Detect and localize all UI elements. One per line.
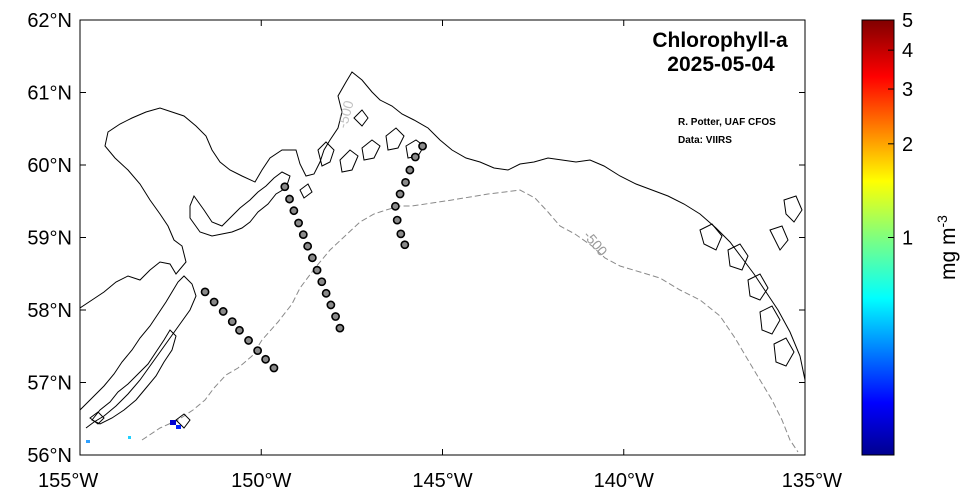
- station-marker: [335, 323, 345, 333]
- isobath-500m-line: [141, 189, 799, 453]
- coastline-southeast-alaska: [699, 195, 803, 367]
- station-marker: [312, 265, 322, 275]
- station-marker: [244, 336, 253, 345]
- lon-tick-label: 155°W: [38, 470, 98, 492]
- station-marker: [390, 201, 400, 211]
- chlorophyll-patch: [128, 436, 131, 439]
- lon-tick-label: 145°W: [412, 470, 472, 492]
- map-frame: [79, 19, 806, 456]
- station-marker: [317, 277, 327, 287]
- colorbar-tick-label: 1: [902, 228, 913, 250]
- colorbar-tick-label: 3: [902, 79, 913, 101]
- station-marker: [396, 229, 406, 239]
- lat-tick-label: 62°N: [27, 10, 72, 32]
- colorbar-tick-label: 5: [902, 10, 913, 32]
- latitude-axis: 62°N 61°N 60°N 59°N 58°N 57°N 56°N: [27, 10, 805, 467]
- colorbar-ticks: 5 4 3 2 1: [888, 10, 913, 250]
- station-marker: [235, 325, 244, 335]
- lat-tick-label: 58°N: [27, 300, 72, 322]
- station-marker: [289, 206, 299, 216]
- lat-tick-label: 61°N: [27, 83, 72, 105]
- station-marker: [326, 300, 336, 310]
- coastline-alaska-peninsula: [80, 275, 197, 429]
- station-marker: [395, 189, 405, 199]
- colorbar-tick-label: 4: [902, 40, 913, 62]
- station-markers: [200, 141, 427, 373]
- map-title: Chlorophyll-a: [652, 29, 788, 52]
- station-marker: [298, 230, 308, 239]
- lat-tick-label: 56°N: [27, 445, 72, 467]
- station-marker: [294, 218, 303, 228]
- station-marker: [410, 152, 420, 162]
- station-marker: [261, 354, 270, 364]
- station-marker: [218, 307, 228, 316]
- station-marker: [227, 317, 237, 326]
- lon-tick-label: 135°W: [782, 470, 842, 492]
- station-marker: [209, 297, 219, 307]
- station-marker: [303, 241, 313, 251]
- station-marker: [321, 288, 331, 298]
- station-marker: [307, 253, 317, 263]
- station-marker: [200, 287, 210, 297]
- credit-author: R. Potter, UAF CFOS: [678, 117, 776, 128]
- credit-data-source: Data: VIIRS: [678, 135, 732, 146]
- lon-tick-label: 150°W: [231, 470, 291, 492]
- station-marker: [400, 240, 410, 250]
- coastline-prince-william-sound: [299, 109, 425, 199]
- colorbar-tick-label: 2: [902, 134, 913, 156]
- station-marker: [285, 194, 294, 204]
- isobath-label-faint: -500: [334, 98, 357, 129]
- lat-tick-label: 57°N: [27, 373, 72, 395]
- coastline-kodiak: [91, 329, 177, 425]
- station-marker: [253, 346, 263, 355]
- chlorophyll-patch: [170, 420, 176, 425]
- station-marker: [405, 165, 415, 175]
- coastline-small-islands: [89, 411, 191, 429]
- colorbar-unit-label: mg m-3: [934, 215, 960, 280]
- lon-tick-label: 140°W: [594, 470, 654, 492]
- coastline-mainland: [80, 71, 805, 381]
- longitude-axis: 155°W 150°W 145°W 140°W 135°W: [38, 20, 842, 492]
- station-marker: [331, 312, 340, 321]
- lat-tick-label: 59°N: [27, 228, 72, 250]
- station-marker: [280, 182, 290, 192]
- station-marker: [401, 177, 410, 187]
- station-marker: [269, 363, 279, 373]
- map-date: 2025-05-04: [667, 53, 775, 76]
- chlorophyll-patch: [86, 440, 90, 443]
- station-marker: [418, 141, 427, 151]
- station-marker: [392, 215, 402, 225]
- lat-tick-label: 60°N: [27, 155, 72, 177]
- chlorophyll-patch: [176, 425, 181, 429]
